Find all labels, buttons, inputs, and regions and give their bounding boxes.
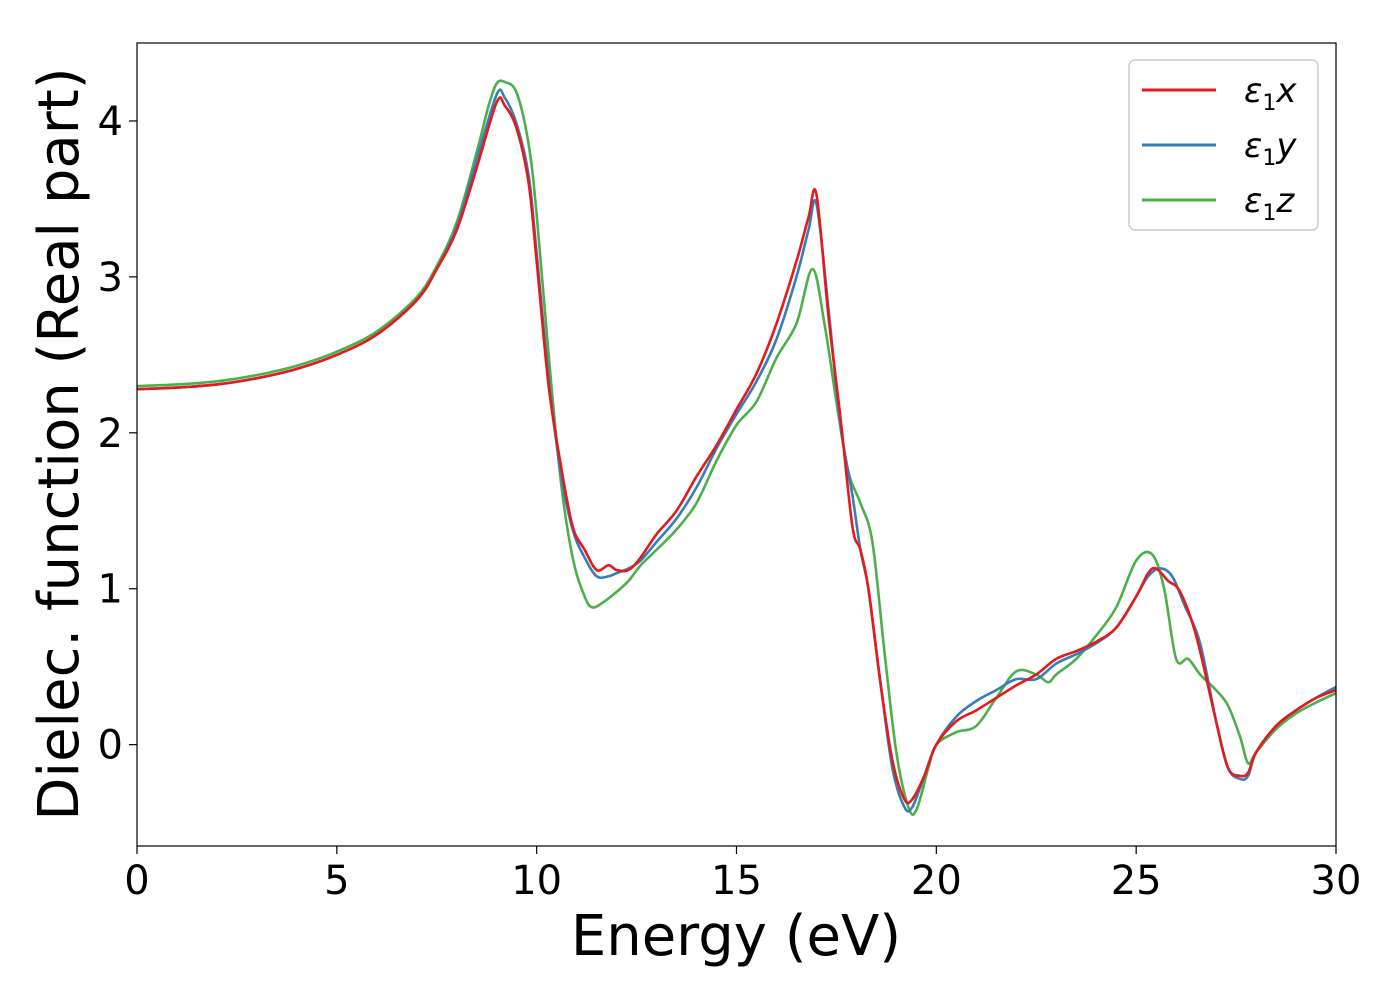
legend-subscript: 1 [1262,201,1276,226]
x-tick-label: 0 [124,858,149,904]
legend-symbol: ε [1244,71,1262,111]
legend-label-z: ε1z [1244,181,1295,226]
legend-box [1128,59,1319,231]
x-tick-label: 10 [511,858,562,904]
legend-subscript: 1 [1262,146,1276,171]
x-tick-label: 15 [711,858,762,904]
series-line-z [137,79,1336,816]
y-axis-title: Dielec. function (Real part) [27,67,92,820]
legend-variable: x [1275,71,1297,111]
series-line-x [137,96,1336,805]
x-tick-label: 5 [324,858,349,904]
legend-label-x: ε1x [1244,71,1297,116]
x-tick-label: 30 [1311,858,1362,904]
y-tick-label: 1 [98,567,123,613]
x-axis-title: Energy (eV) [571,904,901,969]
legend-variable: y [1275,126,1297,166]
y-axis-ticks: 0 1 2 3 4 [98,99,137,769]
x-tick-label: 20 [911,858,962,904]
y-tick-label: 0 [98,723,123,769]
legend-label-y: ε1y [1244,126,1297,171]
y-tick-label: 4 [98,99,123,145]
y-tick-label: 2 [98,411,123,457]
legend-symbol: ε [1244,126,1262,166]
y-tick-label: 3 [98,255,123,301]
legend-symbol: ε [1244,181,1262,221]
series-group [137,79,1336,816]
legend-subscript: 1 [1262,91,1276,116]
legend-variable: z [1275,181,1295,221]
x-axis-ticks: 0 5 10 15 20 25 30 [124,846,1361,904]
x-tick-label: 25 [1111,858,1162,904]
